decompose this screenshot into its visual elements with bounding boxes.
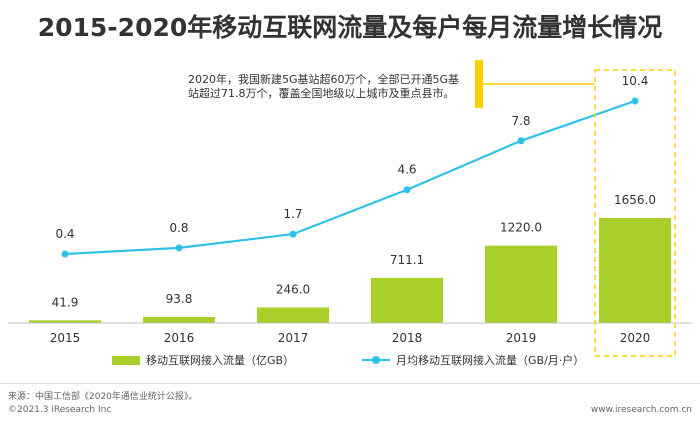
line-point-2017	[289, 230, 297, 238]
line-label-2020: 10.4	[622, 74, 649, 88]
legend-swatch-line	[362, 356, 390, 364]
footer-divider	[0, 383, 700, 384]
x-tick-2017: 2017	[278, 331, 309, 345]
legend-label-bar: 移动互联网接入流量（亿GB）	[146, 354, 295, 367]
legend-item-line: 月均移动互联网接入流量（GB/月·户）	[362, 352, 584, 368]
bar-label-2016: 93.8	[166, 292, 193, 306]
bar-label-2019: 1220.0	[500, 221, 542, 235]
line-series	[64, 99, 636, 256]
line-label-2018: 4.6	[397, 163, 416, 177]
bar-label-2017: 246.0	[276, 282, 310, 296]
line-point-2016	[175, 244, 183, 252]
chart-title: 2015-2020年移动互联网流量及每户每月流量增长情况	[37, 13, 663, 42]
bar-2019	[485, 245, 557, 323]
x-tick-2015: 2015	[50, 331, 81, 345]
source-note: 来源：中国工信部《2020年通信业统计公报》。	[8, 392, 198, 402]
x-tick-2016: 2016	[164, 331, 195, 345]
bar-label-2020: 1656.0	[614, 193, 656, 207]
line-label-2019: 7.8	[511, 114, 530, 128]
x-tick-2019: 2019	[506, 331, 537, 345]
bar-label-2018: 711.1	[390, 253, 424, 267]
line-point-2019	[517, 137, 525, 145]
x-tick-2020: 2020	[620, 331, 651, 345]
legend-swatch-bar	[112, 355, 140, 365]
highlight-box	[594, 69, 676, 357]
line-point-2018	[403, 186, 411, 194]
annotation-text: 2020年，我国新建5G基站超60万个，全部已开通5G基站超过71.8万个，覆盖…	[188, 73, 460, 100]
line-point-2015	[61, 250, 69, 258]
line-point-2020	[631, 97, 639, 105]
line-label-2017: 1.7	[283, 207, 302, 221]
line-label-2016: 0.8	[169, 221, 188, 235]
website: www.iresearch.com.cn	[590, 405, 692, 415]
bar-2017	[257, 307, 329, 323]
copyright: ©2021.3 iResearch Inc	[8, 405, 112, 415]
bar-label-2015: 41.9	[52, 295, 79, 309]
legend-label-line: 月均移动互联网接入流量（GB/月·户）	[396, 354, 585, 367]
x-tick-2018: 2018	[392, 331, 423, 345]
legend-item-bar: 移动互联网接入流量（亿GB）	[112, 352, 294, 368]
bar-2015	[29, 320, 101, 323]
line-label-2015: 0.4	[55, 227, 74, 241]
bar-2018	[371, 277, 443, 323]
annotation-marker	[475, 60, 483, 108]
bar-2016	[143, 317, 215, 323]
bar-2020	[599, 218, 671, 323]
